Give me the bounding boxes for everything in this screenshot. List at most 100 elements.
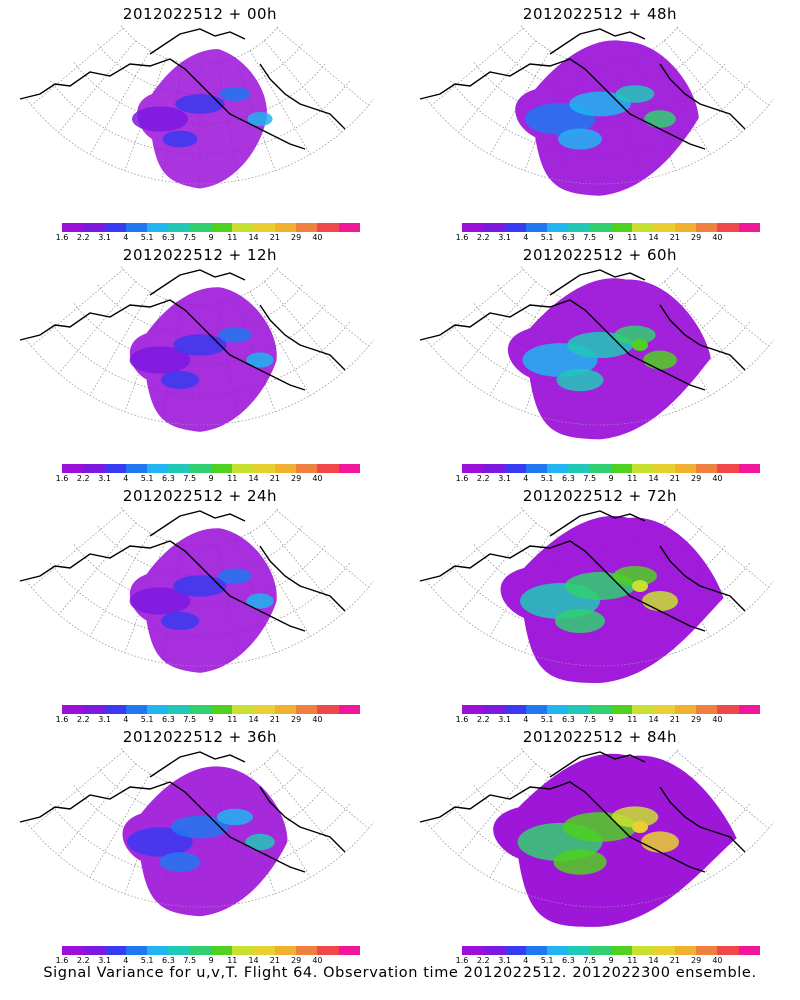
colorbar-segment [338,223,360,232]
map-panel: 2012022512 + 00h 1.6 2.2 3.1 4 5.1 6.3 7.5 9 11 14… [0,0,400,242]
colorbar-tick-label: 14 [648,474,659,483]
map-plot [419,25,774,196]
variance-field [493,753,737,927]
colorbar [62,705,360,714]
colorbar-tick-label: 7.5 [183,715,197,724]
colorbar-segment [210,705,233,714]
colorbar-segment [147,223,169,232]
colorbar-tick-label: 6.3 [562,233,575,242]
colorbar-segment [104,705,126,714]
variance-field [500,516,724,683]
colorbar-tick-label: 29 [291,715,302,724]
map-boundary [426,822,774,908]
colorbar-segment [189,946,211,955]
colorbar-tick-label: 21 [269,474,280,483]
variance-field [129,287,277,432]
colorbar-tick-label: 6.3 [562,715,575,724]
colorbar-segment [568,464,590,473]
colorbar-segment [696,464,718,473]
colorbar-tick-label: 11 [227,233,238,242]
colorbar-segment [483,705,505,714]
colorbar-tick-label: 11 [627,233,638,242]
colorbar-segment [253,705,275,714]
colorbar-tick-label: 1.6 [455,474,469,483]
panel-title: 2012022512 + 72h [522,487,678,505]
colorbar-tick-label: 6.3 [162,956,175,965]
variance-field [515,40,699,196]
colorbar-tick-label: 14 [248,956,259,965]
colorbar-tick-label: 3.1 [98,715,111,724]
colorbar-labels: 1.6 2.2 3.1 4 5.1 6.3 7.5 9 11 14 21 29 40 [456,956,760,966]
colorbar-tick-label: 9 [608,956,614,965]
colorbar [462,946,760,955]
colorbar-segment [717,705,739,714]
colorbar-segment [717,946,739,955]
colorbar-tick-label: 2.2 [76,956,90,965]
colorbar-tick-label: 7.5 [583,956,597,965]
colorbar-segment [253,946,275,955]
colorbar-segment [462,464,484,473]
colorbar-segment [525,946,548,955]
colorbar-tick-label: 29 [691,233,702,242]
colorbar-segment [274,464,297,473]
colorbar-segment [338,946,360,955]
colorbar-tick-label: 40 [712,233,723,242]
colorbar-tick-label: 21 [269,715,280,724]
colorbar-tick-label: 21 [669,474,680,483]
colorbar-segment [525,223,548,232]
map-panel: 2012022512 + 12h 1.6 2.2 3.1 4 5.1 6.3 7.5 9 11 14… [0,241,400,484]
colorbar-tick-label: 9 [608,233,614,242]
colorbar-tick-label: 7.5 [583,474,597,483]
colorbar-tick-label: 5.1 [540,715,554,724]
colorbar-segment [253,464,275,473]
colorbar-tick-label: 11 [227,474,238,483]
colorbar-tick-label: 2.2 [476,233,490,242]
colorbar-tick-label: 4 [523,233,529,242]
colorbar-tick-label: 14 [248,715,259,724]
colorbar-labels: 1.6 2.2 3.1 4 5.1 6.3 7.5 9 11 14 21 29 40 [56,474,360,484]
colorbar-segment [168,223,190,232]
colorbar-segment [653,464,675,473]
colorbar-tick-label: 4 [123,715,129,724]
colorbar-tick-label: 40 [312,956,323,965]
colorbar-segment [653,946,675,955]
colorbar-tick-label: 9 [208,474,214,483]
map-boundary [426,99,774,185]
colorbar-tick-label: 3.1 [498,956,511,965]
colorbar-segment [504,946,526,955]
map-boundary [426,340,774,426]
map-panel: 2012022512 + 84h 1.6 2.2 3.1 4 5.1 6.3 7.5 9 11 14… [400,723,800,966]
colorbar-tick-label: 1.6 [455,956,469,965]
colorbar-tick-label: 5.1 [140,715,154,724]
colorbar-segment [589,705,611,714]
colorbar-segment [653,223,675,232]
colorbar-segment [738,705,760,714]
colorbar-tick-label: 3.1 [498,233,511,242]
colorbar-segment [696,223,718,232]
figure-caption: Signal Variance for u,v,T. Flight 64. Ob… [43,965,757,981]
colorbar-tick-label: 14 [248,233,259,242]
map-plot [19,25,374,189]
colorbar-tick-label: 7.5 [583,233,597,242]
colorbar-tick-label: 29 [691,715,702,724]
colorbar-segment [589,223,611,232]
colorbar-segment [168,464,190,473]
colorbar-tick-label: 5.1 [140,233,154,242]
colorbar-segment [632,464,654,473]
colorbar-segment [189,223,211,232]
colorbar-tick-label: 2.2 [476,715,490,724]
colorbar-tick-label: 5.1 [540,956,554,965]
map-boundary [26,581,374,667]
map-boundary [26,822,374,908]
colorbar-segment [568,223,590,232]
colorbar-segment [589,946,611,955]
colorbar-segment [547,705,569,714]
colorbar-segment [674,464,697,473]
colorbar-labels: 1.6 2.2 3.1 4 5.1 6.3 7.5 9 11 14 21 29 40 [56,715,360,725]
colorbar-tick-label: 2.2 [76,715,90,724]
colorbar-tick-label: 40 [312,474,323,483]
colorbar-segment [610,946,633,955]
colorbar-segment [147,464,169,473]
colorbar-segment [83,946,105,955]
colorbar-tick-label: 21 [669,233,680,242]
